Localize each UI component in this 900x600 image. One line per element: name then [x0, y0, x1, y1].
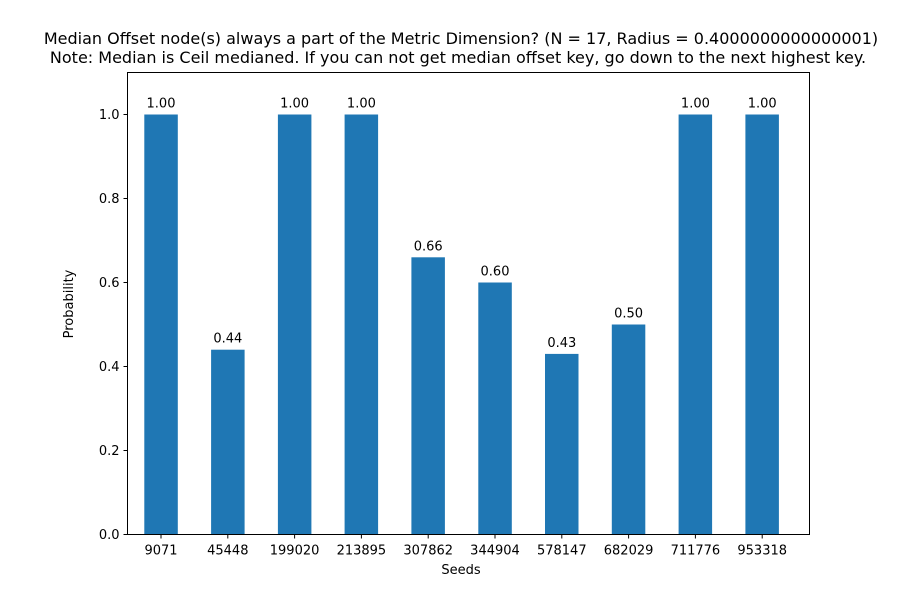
x-tick-label-711776: 711776	[671, 544, 721, 559]
x-tick-label-953318: 953318	[737, 544, 787, 559]
data-label-307862: 0.66	[414, 239, 443, 254]
chart-subtitle: Note: Median is Ceil medianed. If you ca…	[50, 48, 866, 67]
data-label-9071: 1.00	[147, 97, 176, 112]
bar-213895	[344, 114, 379, 535]
x-tick-label-45448: 45448	[207, 544, 248, 559]
data-label-682029: 0.50	[614, 307, 643, 322]
x-tick-label-344904: 344904	[470, 544, 520, 559]
x-tick-label-9071: 9071	[144, 544, 177, 559]
x-tick-label-682029: 682029	[604, 544, 654, 559]
y-tick-label-1.0: 1.0	[99, 108, 120, 123]
y-tick-label-0.8: 0.8	[99, 192, 120, 207]
x-tick-label-213895: 213895	[337, 544, 387, 559]
y-tick-label-0.6: 0.6	[99, 276, 120, 291]
x-tick-label-578147: 578147	[537, 544, 587, 559]
bar-711776	[678, 114, 713, 535]
y-tick-label-0.0: 0.0	[99, 528, 120, 543]
data-label-45448: 0.44	[213, 332, 242, 347]
y-tick-label-0.4: 0.4	[99, 360, 120, 375]
chart-title: Median Offset node(s) always a part of t…	[44, 29, 878, 48]
x-axis-label: Seeds	[441, 563, 481, 578]
data-label-711776: 1.00	[681, 97, 710, 112]
plot-frame	[127, 72, 810, 535]
bar-307862	[411, 257, 445, 535]
bar-344904	[478, 282, 512, 535]
x-tick-label-199020: 199020	[270, 544, 320, 559]
data-label-344904: 0.60	[481, 265, 510, 280]
y-axis-label: Probability	[62, 269, 77, 338]
data-label-199020: 1.00	[280, 97, 309, 112]
bar-578147	[545, 353, 579, 535]
y-tick-label-0.2: 0.2	[99, 444, 120, 459]
y-axis: 0.0 0.2 0.4 0.6 0.8 1.0	[99, 108, 128, 543]
data-label-213895: 1.00	[347, 97, 376, 112]
bar-682029	[611, 324, 646, 535]
data-label-953318: 1.00	[748, 97, 777, 112]
x-tick-label-307862: 307862	[403, 544, 453, 559]
bar-199020	[277, 114, 312, 535]
bar-45448	[211, 349, 245, 535]
bar-9071	[144, 114, 178, 535]
bars-group	[144, 114, 779, 535]
x-axis: 9071 45448 199020 213895 307862 344904 578147 6…	[144, 534, 787, 559]
data-labels-group: 1.00 0.44 1.00 1.00 0.66 0.60 0.43 0.50 1.00 1.00	[147, 97, 777, 351]
bar-953318	[745, 114, 779, 535]
data-label-578147: 0.43	[547, 336, 576, 351]
